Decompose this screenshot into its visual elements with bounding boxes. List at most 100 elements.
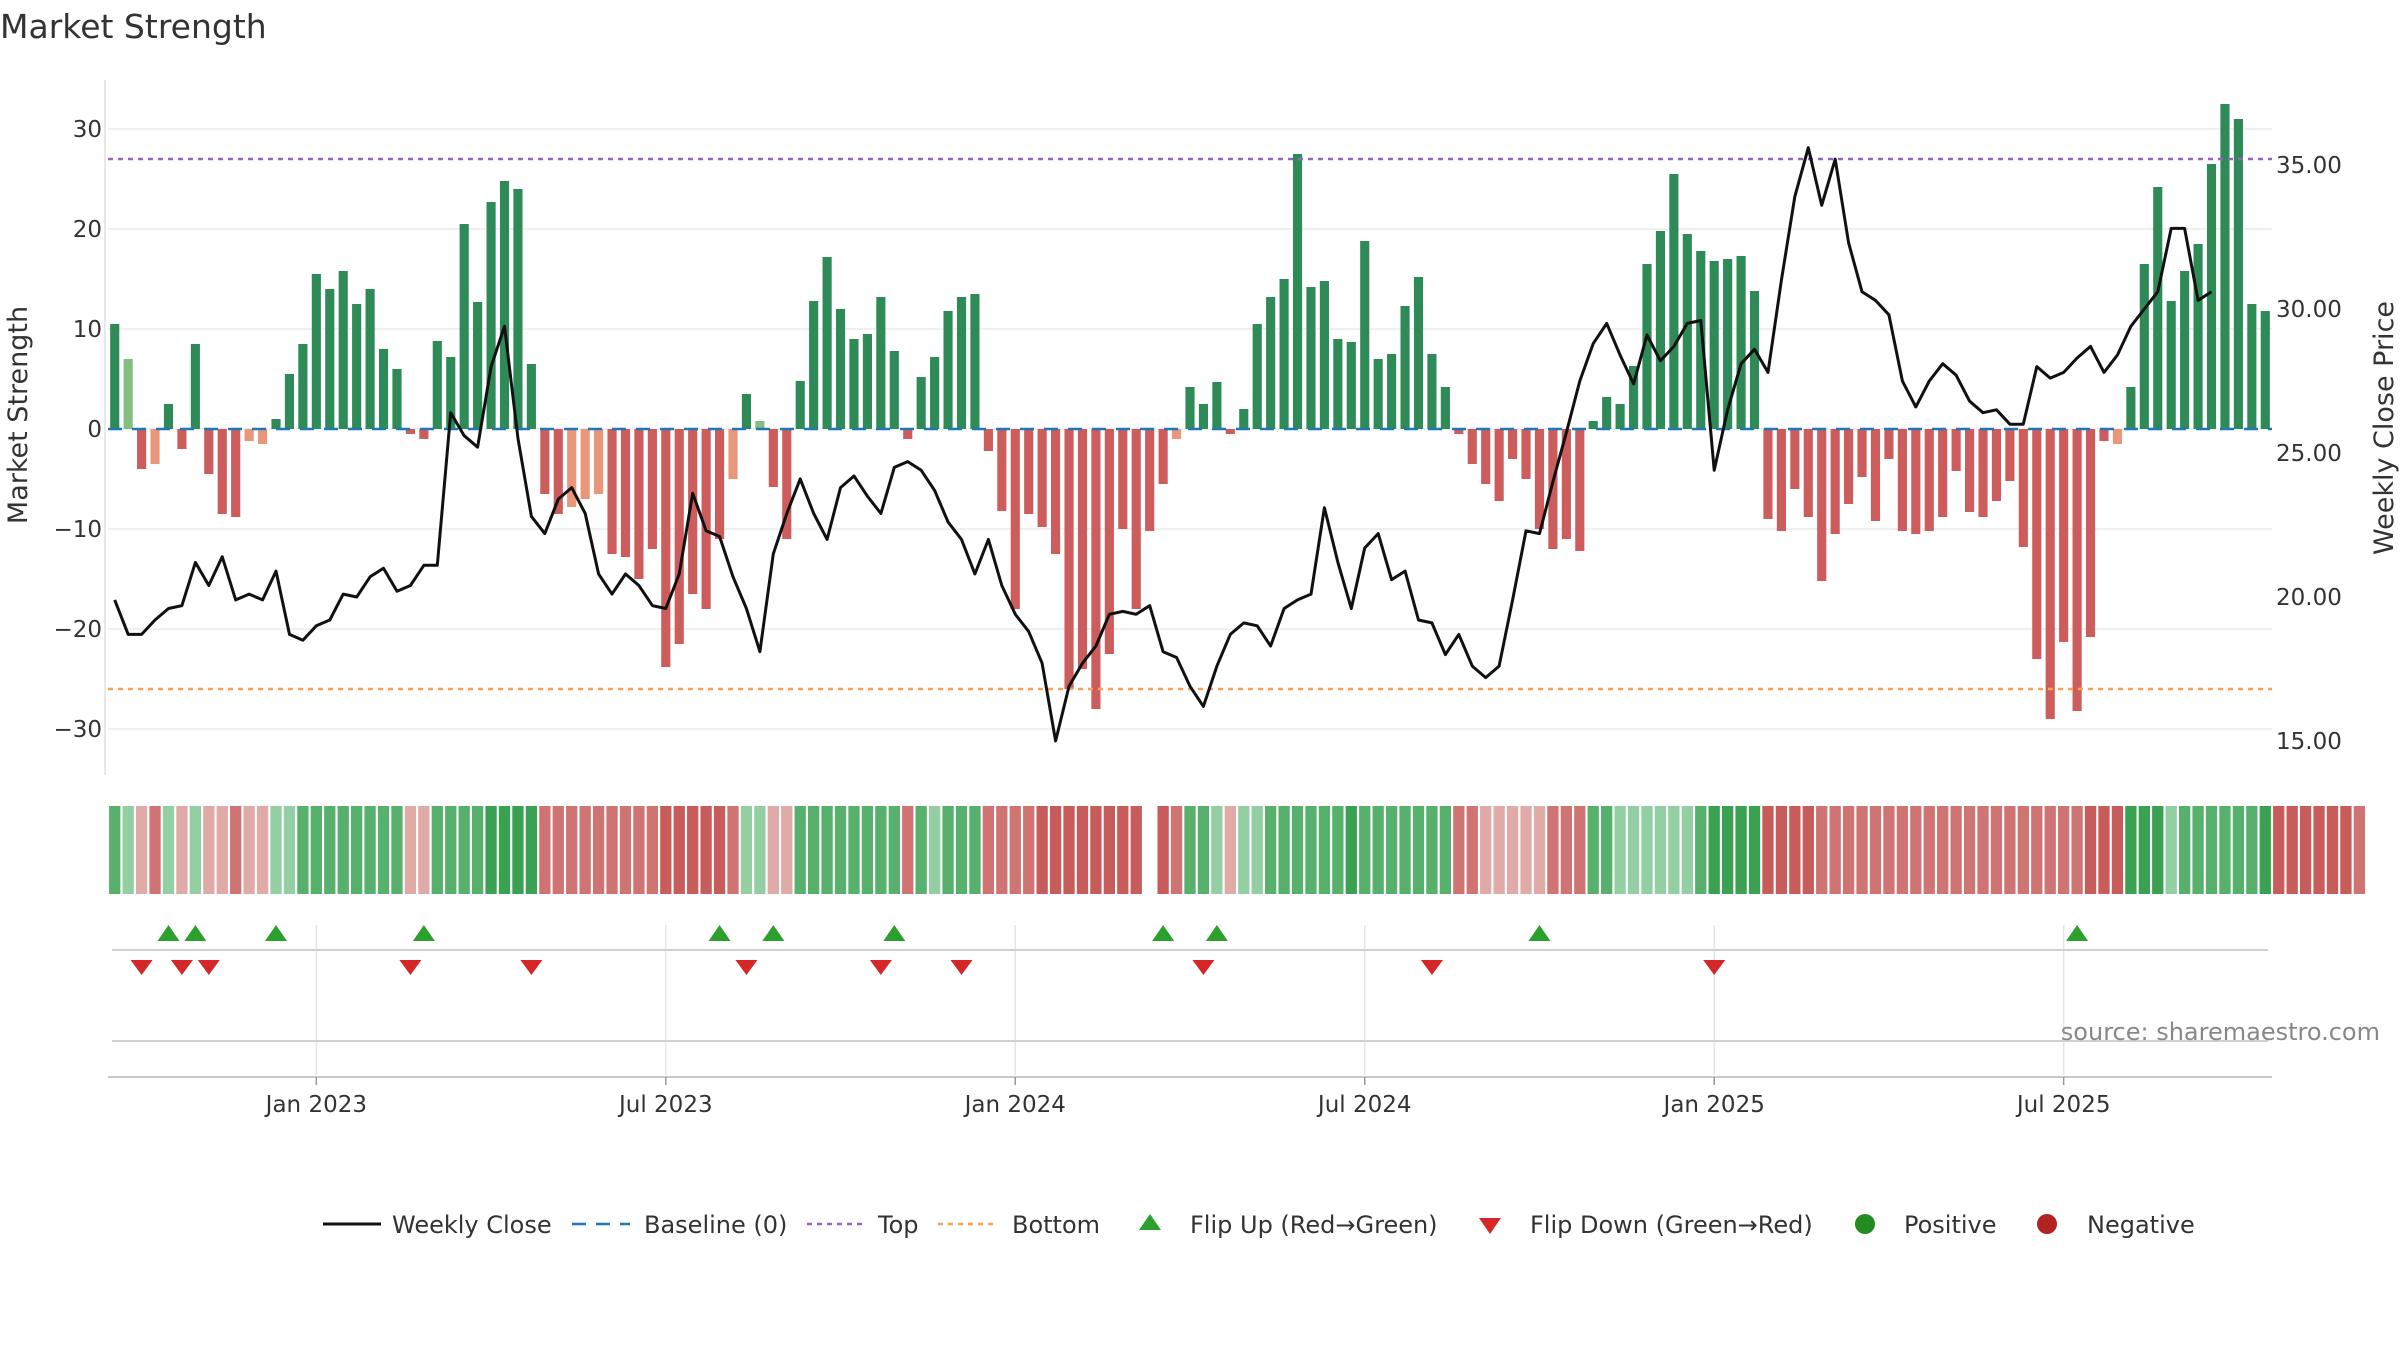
strength-bar bbox=[1736, 256, 1746, 429]
strength-bar bbox=[432, 341, 442, 429]
strength-bar bbox=[1884, 429, 1894, 459]
regime-cell bbox=[1977, 806, 1989, 894]
regime-cell bbox=[1802, 806, 1814, 894]
regime-cell bbox=[1238, 806, 1250, 894]
regime-cell bbox=[2071, 806, 2083, 894]
strength-bar bbox=[1346, 342, 1356, 429]
chart-title: Market Strength bbox=[0, 7, 267, 46]
regime-cell bbox=[2326, 806, 2339, 894]
flip-up-marker bbox=[708, 925, 731, 941]
regime-cell bbox=[821, 806, 833, 894]
regime-cell bbox=[902, 806, 914, 894]
regime-cell bbox=[512, 806, 524, 894]
right-tick-label: 25.00 bbox=[2276, 441, 2342, 467]
strength-bar bbox=[2005, 429, 2015, 481]
x-tick-label: Jul 2023 bbox=[617, 1092, 713, 1118]
strength-bar bbox=[258, 429, 268, 444]
regime-cell bbox=[1359, 806, 1371, 894]
right-tick-label: 35.00 bbox=[2276, 153, 2342, 179]
strength-bar bbox=[607, 429, 617, 554]
regime-cell bbox=[1090, 806, 1102, 894]
regime-cell bbox=[1076, 806, 1089, 894]
flip-down-marker bbox=[950, 960, 973, 975]
strength-bar bbox=[2085, 429, 2096, 637]
strength-bar bbox=[647, 429, 657, 549]
regime-cell bbox=[1829, 806, 1841, 894]
flip-down-marker bbox=[869, 960, 892, 975]
strength-bar bbox=[526, 364, 536, 429]
regime-cell bbox=[2192, 806, 2204, 894]
legend-label-positive: Positive bbox=[1904, 1211, 1997, 1239]
regime-cell bbox=[1157, 806, 1169, 894]
regime-cell bbox=[2353, 806, 2366, 894]
strength-bar bbox=[620, 429, 631, 557]
strength-bar bbox=[177, 429, 187, 449]
regime-cell bbox=[2044, 806, 2056, 894]
strength-bar bbox=[473, 302, 483, 429]
strength-bar bbox=[1091, 429, 1101, 709]
strength-bar bbox=[782, 429, 792, 539]
strength-bar bbox=[1400, 306, 1410, 429]
strength-bar bbox=[1037, 429, 1047, 527]
regime-cell bbox=[337, 806, 349, 894]
strength-bar bbox=[889, 351, 899, 429]
strength-bar bbox=[1790, 429, 1800, 489]
strength-bar bbox=[2260, 311, 2270, 429]
regime-cell bbox=[109, 806, 121, 894]
strength-bar bbox=[674, 429, 684, 644]
regime-cell bbox=[351, 806, 363, 894]
regime-cell bbox=[1762, 806, 1774, 894]
regime-cell bbox=[1036, 806, 1048, 894]
regime-cell bbox=[2259, 806, 2271, 894]
strength-bar bbox=[930, 357, 940, 429]
regime-cell bbox=[552, 806, 564, 894]
regime-cell bbox=[431, 806, 443, 894]
strength-bar bbox=[1198, 404, 1209, 429]
regime-cell bbox=[579, 806, 591, 894]
strength-bar bbox=[1266, 297, 1276, 429]
regime-cell bbox=[1896, 806, 1909, 894]
regime-cell bbox=[1170, 806, 1183, 894]
strength-bar bbox=[325, 289, 335, 429]
strength-bar bbox=[2139, 264, 2149, 429]
regime-cell bbox=[740, 806, 753, 894]
legend-swatch-positive bbox=[1855, 1214, 1875, 1234]
strength-bar bbox=[1360, 241, 1370, 429]
flip-down-marker bbox=[735, 960, 758, 975]
strength-bar bbox=[1682, 234, 1692, 429]
regime-cell bbox=[1453, 806, 1465, 894]
regime-cell bbox=[498, 806, 511, 894]
source-note: source: sharemaestro.com bbox=[2061, 1018, 2380, 1046]
strength-bar bbox=[446, 357, 456, 429]
strength-bar bbox=[1763, 429, 1773, 519]
x-tick-label: Jul 2025 bbox=[2015, 1092, 2111, 1118]
regime-cell bbox=[1184, 806, 1196, 894]
strength-bar bbox=[1965, 429, 1975, 512]
regime-cell bbox=[391, 806, 403, 894]
regime-cell bbox=[2017, 806, 2029, 894]
strength-bar bbox=[204, 429, 214, 474]
strength-bar bbox=[1387, 354, 1397, 429]
regime-cell bbox=[324, 806, 336, 894]
flip-up-marker bbox=[1205, 925, 1228, 941]
flip-down-marker bbox=[1192, 960, 1215, 975]
strength-bar bbox=[1494, 429, 1504, 501]
strength-bar bbox=[809, 301, 819, 429]
regime-cell bbox=[2219, 806, 2231, 894]
x-axis: Jan 2023 Jul 2023 Jan 2024 Jul 2024 Jan 2025… bbox=[108, 1040, 2272, 1118]
left-tick-label: −30 bbox=[53, 717, 102, 743]
strength-bar bbox=[2112, 429, 2122, 444]
strength-bar bbox=[1830, 429, 1840, 534]
strength-bar bbox=[2032, 429, 2042, 659]
regime-cell bbox=[1009, 806, 1021, 894]
regime-cell bbox=[727, 806, 739, 894]
regime-cell bbox=[2084, 806, 2097, 894]
regime-cell bbox=[1587, 806, 1599, 894]
legend-label-flip_down: Flip Down (Green→Red) bbox=[1530, 1211, 1813, 1239]
strength-bar bbox=[2072, 429, 2082, 711]
regime-heat-strip bbox=[109, 806, 2366, 894]
regime-cell bbox=[176, 806, 188, 894]
regime-cell bbox=[969, 806, 981, 894]
flip-up-marker bbox=[184, 925, 207, 941]
strength-bar bbox=[916, 377, 926, 429]
